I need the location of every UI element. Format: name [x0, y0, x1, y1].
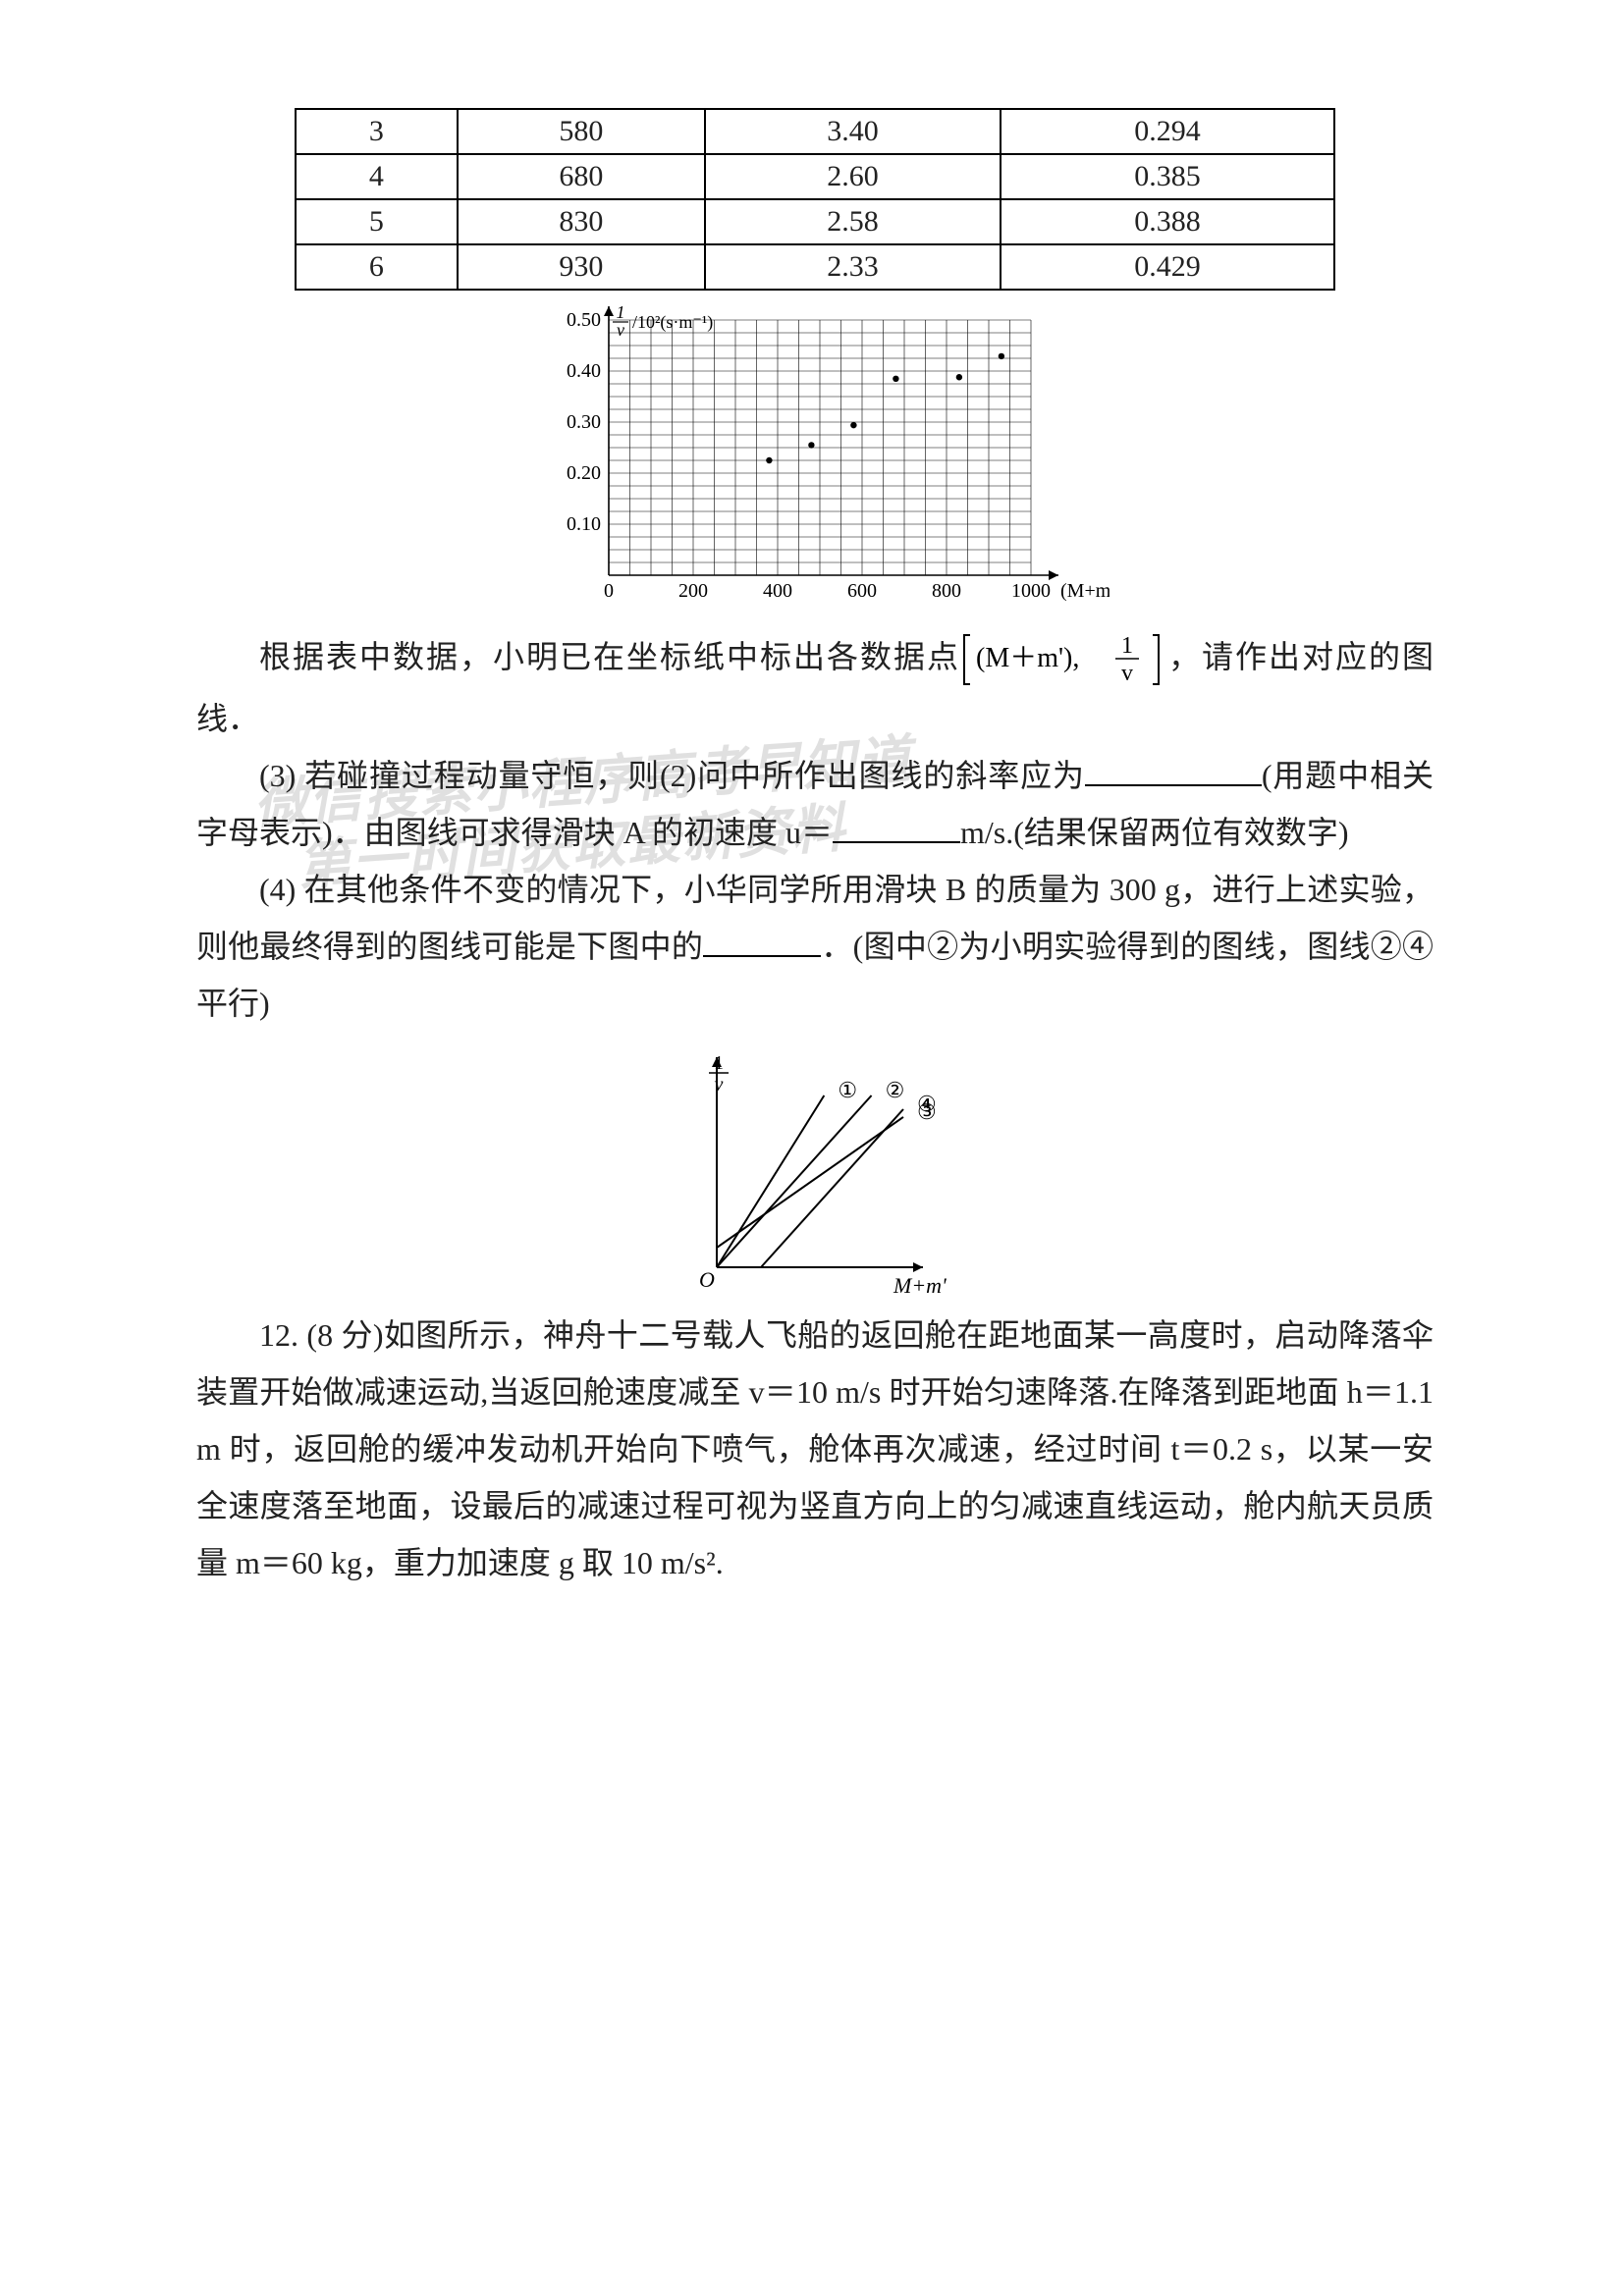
cell: 0.429: [1001, 244, 1334, 290]
blank-line: [833, 810, 960, 843]
svg-text:0: 0: [604, 580, 614, 602]
para-2a-text: (3) 若碰撞过程动量守恒，则(2)问中所作出图线的斜率应为: [259, 758, 1085, 793]
svg-text:1: 1: [617, 302, 625, 322]
table-row: 6 930 2.33 0.429: [296, 244, 1334, 290]
svg-text:800: 800: [932, 580, 961, 602]
svg-text:(M＋m'),: (M＋m'),: [976, 643, 1079, 673]
cell: 6: [296, 244, 458, 290]
cell: 2.33: [705, 244, 1001, 290]
svg-text:0.20: 0.20: [567, 462, 601, 484]
question-12: 12. (8 分)如图所示，神舟十二号载人飞船的返回舱在距地面某一高度时，启动降…: [196, 1307, 1434, 1591]
cell: 3: [296, 109, 458, 154]
cell: 0.294: [1001, 109, 1334, 154]
svg-text:②: ②: [886, 1078, 905, 1102]
svg-text:0.50: 0.50: [567, 309, 601, 331]
cell: 2.60: [705, 154, 1001, 199]
table-row: 5 830 2.58 0.388: [296, 199, 1334, 244]
bracket-formula: (M＋m'), 1 v: [960, 631, 1166, 690]
cell: 0.385: [1001, 154, 1334, 199]
svg-text:0.30: 0.30: [567, 411, 601, 433]
grid-scatter-chart: 0 200 400 600 800 1000 0.10 0.20 0.30 0.40 0.50 (M+…: [520, 300, 1110, 624]
table-row: 4 680 2.60 0.385: [296, 154, 1334, 199]
schematic-chart: OM+m'1v①②③④: [658, 1041, 972, 1307]
svg-text:/10²(s·m⁻¹): /10²(s·m⁻¹): [632, 312, 713, 333]
svg-text:1: 1: [1121, 633, 1133, 659]
cell: 4: [296, 154, 458, 199]
svg-text:M+m': M+m': [893, 1273, 947, 1298]
svg-text:200: 200: [678, 580, 708, 602]
cell: 680: [458, 154, 705, 199]
svg-text:1000: 1000: [1011, 580, 1051, 602]
svg-text:④: ④: [917, 1092, 937, 1116]
blank-line: [703, 924, 821, 957]
cell: 3.40: [705, 109, 1001, 154]
cell: 5: [296, 199, 458, 244]
svg-text:①: ①: [838, 1078, 857, 1102]
q12-text: 12. (8 分)如图所示，神舟十二号载人飞船的返回舱在距地面某一高度时，启动降…: [196, 1317, 1434, 1580]
grid-chart-svg: 0 200 400 600 800 1000 0.10 0.20 0.30 0.40 0.50 (M+…: [520, 300, 1110, 624]
svg-text:600: 600: [847, 580, 877, 602]
svg-text:400: 400: [763, 580, 792, 602]
schematic-chart-svg: OM+m'1v①②③④: [658, 1041, 972, 1307]
cell: 580: [458, 109, 705, 154]
cell: 930: [458, 244, 705, 290]
svg-text:O: O: [699, 1267, 715, 1292]
para-2-tail2: m/s.(结果保留两位有效数字): [960, 815, 1349, 850]
para-1: 根据表中数据，小明已在坐标纸中标出各数据点 (M＋m'), 1 v ，请作出对应…: [196, 628, 1434, 747]
svg-text:v: v: [715, 1074, 724, 1095]
svg-text:v: v: [1121, 661, 1133, 686]
svg-text:0.40: 0.40: [567, 360, 601, 382]
svg-text:1: 1: [714, 1052, 724, 1074]
para-2: (3) 若碰撞过程动量守恒，则(2)问中所作出图线的斜率应为(用题中相关字母表示…: [196, 747, 1434, 861]
cell: 0.388: [1001, 199, 1334, 244]
blank-line: [1085, 753, 1262, 786]
cell: 830: [458, 199, 705, 244]
svg-text:v: v: [617, 320, 624, 340]
svg-text:(M+m')/g: (M+m')/g: [1060, 580, 1110, 602]
svg-text:0.10: 0.10: [567, 513, 601, 535]
data-table: 3 580 3.40 0.294 4 680 2.60 0.385 5 830 …: [295, 108, 1335, 291]
table-row: 3 580 3.40 0.294: [296, 109, 1334, 154]
para-1a-text: 根据表中数据，小明已在坐标纸中标出各数据点: [259, 639, 960, 674]
para-3: (4) 在其他条件不变的情况下，小华同学所用滑块 B 的质量为 300 g，进行…: [196, 861, 1434, 1032]
cell: 2.58: [705, 199, 1001, 244]
